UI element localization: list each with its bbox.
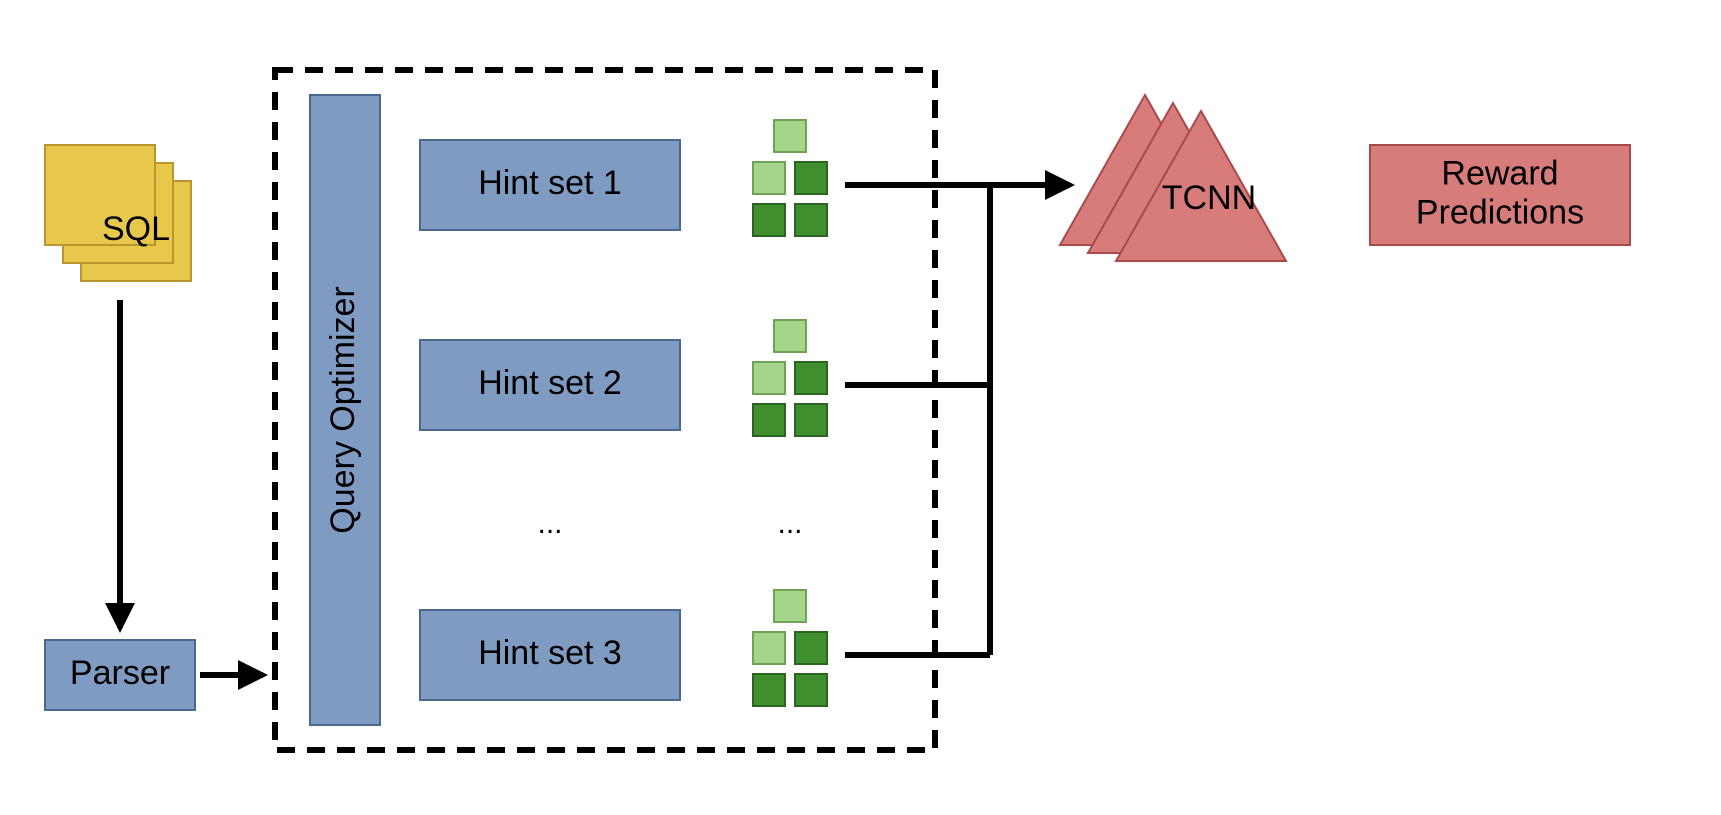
query-optimizer-label: Query Optimizer xyxy=(324,286,362,534)
plan-node xyxy=(795,632,827,664)
plan-node xyxy=(774,120,806,152)
plan-node xyxy=(774,590,806,622)
plan-node xyxy=(753,674,785,706)
plan-node xyxy=(753,632,785,664)
tcnn-label: TCNN xyxy=(1162,179,1256,217)
hint-label-2: Hint set 2 xyxy=(478,364,622,402)
hint-label-3: Hint set 3 xyxy=(478,634,622,672)
plan-node xyxy=(753,404,785,436)
plan-node xyxy=(795,362,827,394)
plan-node xyxy=(774,320,806,352)
plan-node xyxy=(753,162,785,194)
parser-label: Parser xyxy=(70,654,170,692)
svg-text:Predictions: Predictions xyxy=(1416,194,1584,232)
plan-node xyxy=(795,674,827,706)
svg-text:Reward: Reward xyxy=(1441,154,1558,192)
plan-node xyxy=(795,404,827,436)
plan-ellipsis: ... xyxy=(777,507,802,540)
plan-node xyxy=(753,204,785,236)
plan-node xyxy=(795,204,827,236)
hint-ellipsis: ... xyxy=(537,507,562,540)
plan-node xyxy=(753,362,785,394)
sql-label: SQL xyxy=(102,210,170,248)
hint-label-1: Hint set 1 xyxy=(478,164,622,202)
plan-node xyxy=(795,162,827,194)
